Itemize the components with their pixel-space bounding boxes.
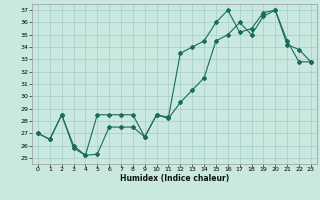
X-axis label: Humidex (Indice chaleur): Humidex (Indice chaleur) <box>120 174 229 183</box>
